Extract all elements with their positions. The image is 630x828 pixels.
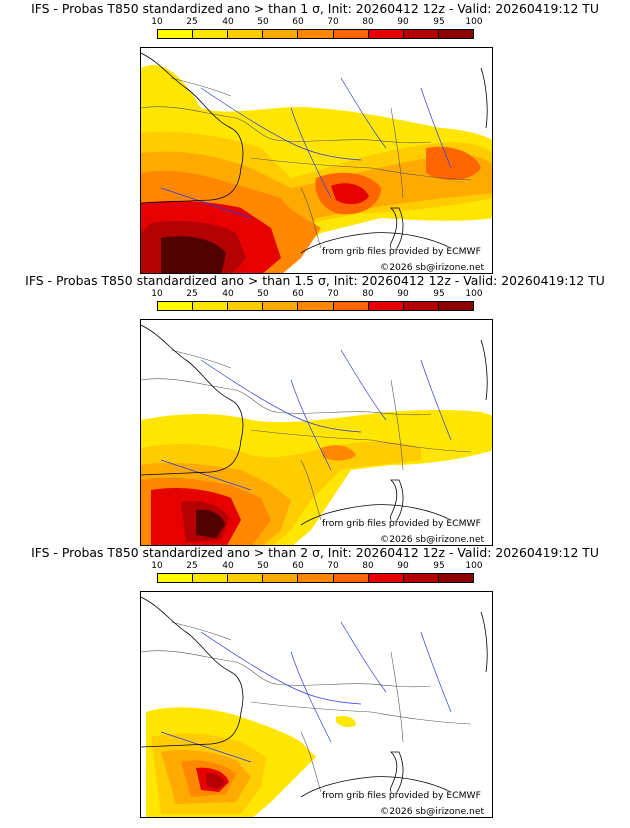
colorbar-swatch xyxy=(193,30,229,38)
colorbar-swatch xyxy=(333,30,369,38)
colorbar-swatch xyxy=(298,302,334,310)
colorbar-swatch xyxy=(368,30,404,38)
country-borders xyxy=(141,77,472,249)
colorbar-swatch xyxy=(158,30,194,38)
colorbar-tick: 90 xyxy=(397,289,409,299)
colorbar-tick: 100 xyxy=(465,17,483,27)
colorbar xyxy=(157,29,474,39)
colorbar-tick: 40 xyxy=(222,289,234,299)
colorbar-tick: 50 xyxy=(257,561,269,571)
map-frame: from grib files provided by ECMWF ©2026 … xyxy=(140,319,493,546)
colorbar-tick: 95 xyxy=(433,561,445,571)
colorbar-labels: 10 25 40 50 60 70 80 90 95 100 xyxy=(0,289,630,301)
colorbar-tick: 60 xyxy=(292,561,304,571)
colorbar-labels: 10 25 40 50 60 70 80 90 95 100 xyxy=(0,17,630,29)
colorbar-tick: 70 xyxy=(327,17,339,27)
probability-map xyxy=(141,52,492,273)
colorbar-tick: 40 xyxy=(222,561,234,571)
colorbar-tick: 80 xyxy=(362,561,374,571)
panel-title: IFS - Probas T850 standardized ano > tha… xyxy=(25,273,605,288)
colorbar-tick: 100 xyxy=(465,289,483,299)
river-lines xyxy=(160,349,452,491)
colorbar-tick: 70 xyxy=(327,289,339,299)
probability-map xyxy=(141,596,488,817)
colorbar-tick: 95 xyxy=(433,289,445,299)
copyright-notice: ©2026 sb@irizone.net xyxy=(380,806,485,817)
colorbar-tick: 50 xyxy=(257,289,269,299)
colorbar-swatch xyxy=(158,574,194,582)
colorbar-swatch xyxy=(368,574,404,582)
map-frame: from grib files provided by ECMWF ©2026 … xyxy=(140,47,493,274)
colorbar-swatch xyxy=(158,302,194,310)
colorbar-tick: 60 xyxy=(292,289,304,299)
colorbar-swatch xyxy=(438,302,473,310)
colorbar-tick: 25 xyxy=(186,561,198,571)
probability-map xyxy=(141,324,492,545)
colorbar-swatch xyxy=(333,302,369,310)
colorbar-swatch xyxy=(228,302,264,310)
provider-credit: from grib files provided by ECMWF xyxy=(322,246,481,257)
colorbar-tick: 90 xyxy=(397,17,409,27)
river-lines xyxy=(160,77,452,219)
colorbar-tick: 70 xyxy=(327,561,339,571)
colorbar-tick: 90 xyxy=(397,561,409,571)
probability-panel-1-5sigma: IFS - Probas T850 standardized ano > tha… xyxy=(0,272,630,546)
colorbar xyxy=(157,573,474,583)
probability-shading xyxy=(141,409,492,545)
colorbar-swatch xyxy=(438,30,473,38)
colorbar-tick: 80 xyxy=(362,289,374,299)
river-lines xyxy=(160,621,452,763)
provider-credit: from grib files provided by ECMWF xyxy=(322,518,481,529)
coastline xyxy=(141,324,488,526)
colorbar-tick: 100 xyxy=(465,561,483,571)
colorbar-tick: 95 xyxy=(433,17,445,27)
probability-panel-1sigma: IFS - Probas T850 standardized ano > tha… xyxy=(0,0,630,274)
colorbar-swatch xyxy=(368,302,404,310)
colorbar-tick: 25 xyxy=(186,289,198,299)
colorbar-labels: 10 25 40 50 60 70 80 90 95 100 xyxy=(0,561,630,573)
colorbar-swatch xyxy=(403,302,439,310)
colorbar-tick: 40 xyxy=(222,17,234,27)
copyright-notice: ©2026 sb@irizone.net xyxy=(380,534,485,545)
colorbar-swatch xyxy=(333,574,369,582)
colorbar-tick: 10 xyxy=(151,561,163,571)
colorbar-tick: 10 xyxy=(151,17,163,27)
country-borders xyxy=(141,621,472,793)
colorbar-swatch xyxy=(263,574,299,582)
colorbar-tick: 50 xyxy=(257,17,269,27)
map-frame: from grib files provided by ECMWF ©2026 … xyxy=(140,591,493,818)
colorbar-swatch xyxy=(228,574,264,582)
colorbar-swatch xyxy=(298,574,334,582)
colorbar xyxy=(157,301,474,311)
colorbar-tick: 60 xyxy=(292,17,304,27)
colorbar-swatch xyxy=(263,30,299,38)
panel-title: IFS - Probas T850 standardized ano > tha… xyxy=(31,545,599,560)
coastline xyxy=(141,596,488,798)
colorbar-tick: 80 xyxy=(362,17,374,27)
probability-panel-2sigma: IFS - Probas T850 standardized ano > tha… xyxy=(0,544,630,818)
colorbar-swatch xyxy=(403,574,439,582)
colorbar-swatch xyxy=(403,30,439,38)
colorbar-swatch xyxy=(438,574,473,582)
provider-credit: from grib files provided by ECMWF xyxy=(322,790,481,801)
colorbar-swatch xyxy=(193,302,229,310)
coastline xyxy=(141,52,488,254)
probability-shading xyxy=(146,707,356,817)
copyright-notice: ©2026 sb@irizone.net xyxy=(380,262,485,273)
colorbar-swatch xyxy=(298,30,334,38)
colorbar-swatch xyxy=(263,302,299,310)
colorbar-swatch xyxy=(193,574,229,582)
panel-title: IFS - Probas T850 standardized ano > tha… xyxy=(31,1,599,16)
colorbar-swatch xyxy=(228,30,264,38)
colorbar-tick: 10 xyxy=(151,289,163,299)
colorbar-tick: 25 xyxy=(186,17,198,27)
